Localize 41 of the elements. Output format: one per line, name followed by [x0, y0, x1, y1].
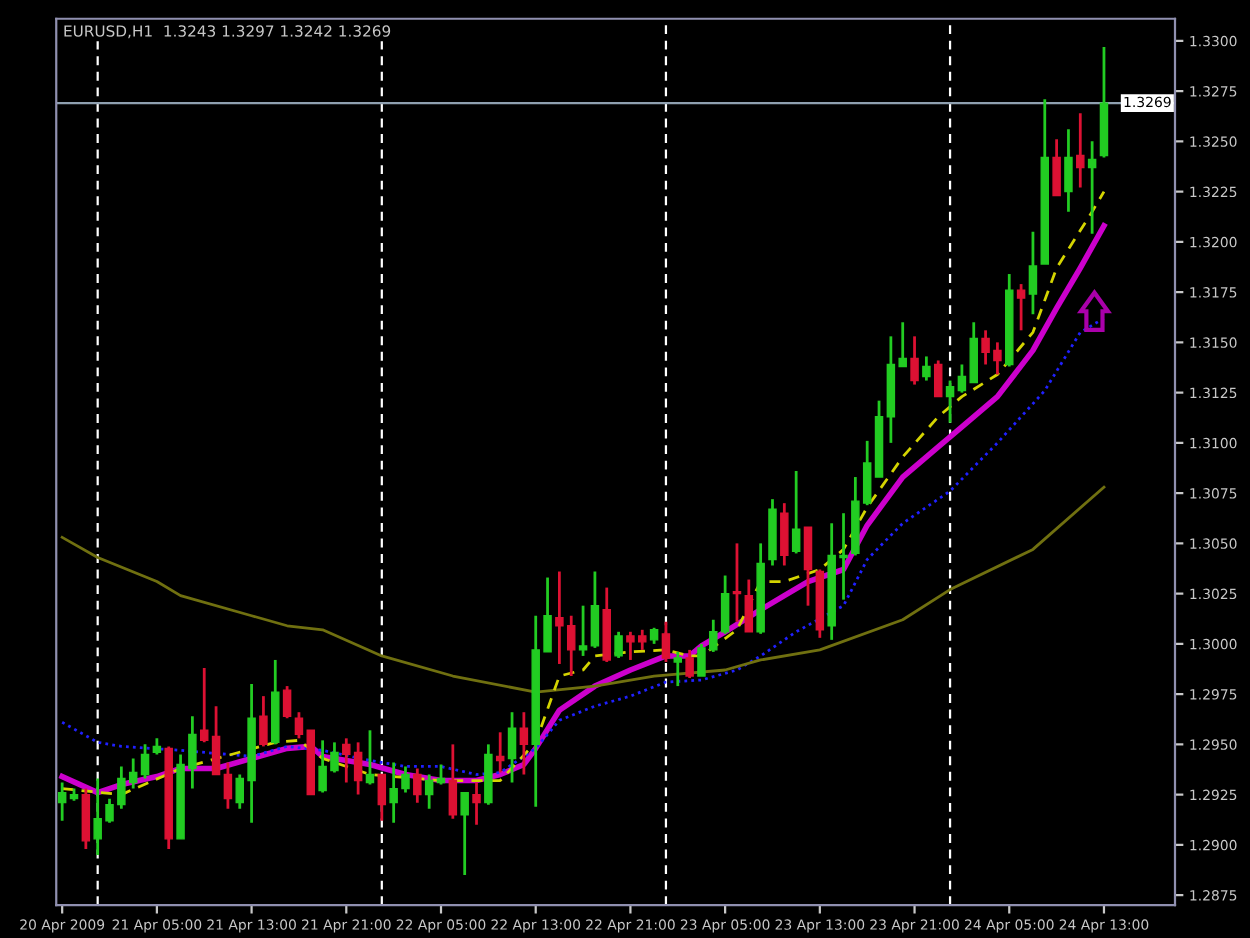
- candlestick: [448, 742, 458, 821]
- candlestick: [744, 578, 754, 634]
- candlestick: [436, 763, 446, 786]
- candlestick: [661, 620, 671, 664]
- candlestick: [945, 379, 955, 425]
- candlestick: [424, 773, 434, 811]
- candlestick: [1052, 137, 1061, 198]
- candlestick: [673, 650, 683, 688]
- candlestick: [1087, 139, 1097, 236]
- candlestick: [365, 728, 375, 786]
- candlestick: [57, 781, 67, 823]
- candlestick: [199, 666, 209, 744]
- candlestick: [413, 767, 422, 805]
- candlestick: [578, 604, 588, 658]
- candlestick: [1076, 111, 1085, 189]
- candlestick: [910, 334, 919, 386]
- candlestick: [1028, 230, 1038, 316]
- candlestick: [377, 773, 387, 823]
- candlestick: [519, 710, 529, 776]
- candlestick: [780, 501, 789, 567]
- candlestick: [223, 761, 233, 811]
- candlestick: [803, 525, 813, 608]
- candlestick: [140, 742, 150, 780]
- candlestick: [460, 791, 469, 877]
- line-series: [60, 485, 1106, 694]
- candlestick: [922, 355, 931, 382]
- candlestick: [495, 730, 505, 774]
- candlestick: [614, 630, 623, 660]
- candlestick: [472, 781, 481, 827]
- candlestick: [1064, 127, 1073, 214]
- candlestick: [294, 710, 304, 740]
- candlestick: [1016, 282, 1026, 332]
- candlestick: [81, 787, 91, 851]
- candlestick: [590, 570, 600, 650]
- candlestick: [685, 648, 694, 680]
- candlestick: [791, 469, 801, 555]
- candlestick: [507, 710, 517, 784]
- candlestick: [211, 704, 221, 776]
- candlestick: [282, 684, 292, 720]
- candlestick: [259, 694, 268, 748]
- candlestick: [933, 359, 943, 399]
